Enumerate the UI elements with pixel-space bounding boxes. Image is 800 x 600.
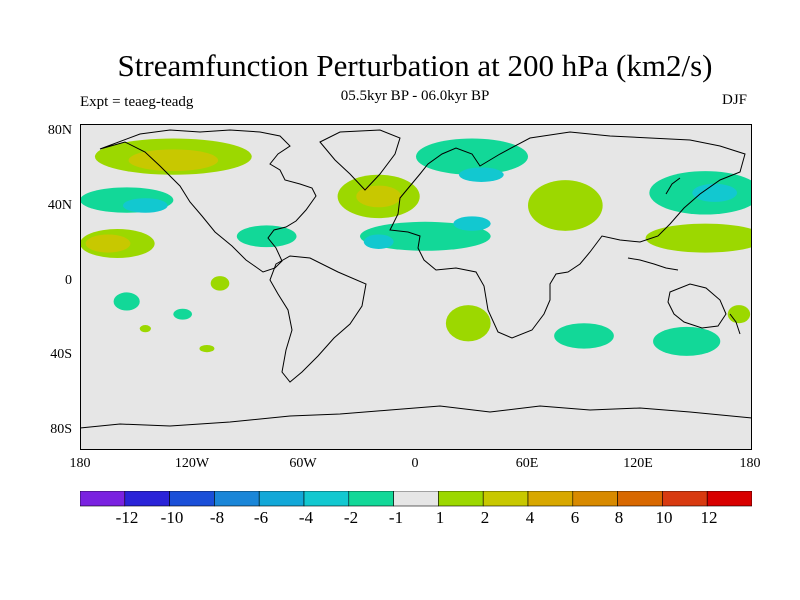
y-tick-label: 80N — [47, 123, 72, 138]
colorbar-cells — [80, 491, 752, 507]
anomaly-caribbean-negative — [236, 225, 297, 248]
coastlines — [80, 129, 752, 429]
plot-title: Streamfunction Perturbation at 200 hPa (… — [117, 48, 713, 83]
colorbar-cell — [662, 491, 708, 507]
colorbar-cell — [348, 491, 394, 507]
anomaly-west-pacific-positive — [645, 223, 752, 253]
colorbar-label: -2 — [343, 508, 359, 527]
anomaly-south-africa-positive — [445, 305, 491, 342]
south-america-coast — [269, 255, 367, 383]
colorbar-label: 10 — [655, 508, 673, 527]
colorbar-label: 2 — [480, 508, 490, 527]
y-tick-label: 40S — [50, 347, 72, 362]
colorbar-label: -12 — [115, 508, 139, 527]
anomaly-east-pacific-small-positive — [210, 276, 230, 291]
anomaly-north-pacific-negative-core — [122, 198, 168, 213]
anomaly-south-pacific-negative — [113, 292, 140, 311]
colorbar-label: 12 — [700, 508, 718, 527]
colorbar-cell — [438, 491, 484, 507]
colorbar-cell — [258, 491, 305, 507]
colorbar-label: -1 — [388, 508, 404, 527]
map-frame — [80, 124, 752, 450]
colorbar-label: -10 — [160, 508, 184, 527]
colorbar-label: -8 — [209, 508, 225, 527]
australia-coast — [667, 283, 727, 329]
colorbar-cell — [303, 491, 350, 507]
north-america-coast — [99, 129, 317, 273]
anomaly-arctic-europe-negative — [416, 138, 528, 175]
eurasia-africa-coast — [389, 131, 746, 339]
season-label: DJF — [722, 92, 748, 108]
colorbar-label: 6 — [570, 508, 580, 527]
colorbar-cell — [527, 491, 574, 507]
x-tick-label: 0 — [411, 456, 419, 471]
anomaly-tasman-positive — [727, 305, 751, 324]
japan-coast — [665, 177, 681, 195]
anomaly-north-atlantic-positive-core — [356, 185, 402, 208]
plot-subtitle: 05.5kyr BP - 06.0kyr BP — [340, 88, 490, 104]
colorbar-label: 8 — [614, 508, 624, 527]
colorbar-cell — [572, 491, 618, 507]
colorbar-cell — [80, 491, 126, 507]
new-zealand-coast — [729, 313, 741, 335]
y-tick-label: 0 — [65, 273, 72, 288]
colorbar — [80, 491, 752, 507]
x-tick-label: 180 — [69, 456, 91, 471]
anomaly-atlantic-negative-core — [363, 234, 394, 249]
colorbar-cell — [706, 491, 752, 507]
y-tick-label: 40N — [47, 198, 72, 213]
x-tick-label: 60E — [515, 456, 539, 471]
anomaly-east-pacific-positive-core — [85, 234, 131, 253]
anomaly-australia-negative — [653, 326, 721, 356]
colorbar-cell — [393, 491, 439, 507]
antarctica-coast — [80, 405, 752, 429]
anomaly-central-asia-positive — [528, 180, 603, 231]
anomaly-indian-ocean-negative — [554, 323, 614, 349]
anomaly-south-pacific-small-positive — [139, 325, 151, 333]
colorbar-cell — [169, 491, 215, 507]
anomaly-arctic-canada-core — [128, 149, 219, 172]
colorbar-cell — [124, 491, 170, 507]
x-tick-label: 120W — [174, 456, 210, 471]
x-tick-label: 180 — [739, 456, 761, 471]
x-tick-label: 120E — [623, 456, 653, 471]
x-tick-label: 60W — [289, 456, 317, 471]
colorbar-label: 4 — [525, 508, 535, 527]
world-map — [80, 124, 752, 450]
experiment-label: Expt = teaeg-teadg — [80, 94, 194, 110]
anomaly-south-pacific-small-negative — [173, 308, 192, 320]
colorbar-label: 1 — [435, 508, 445, 527]
colorbar-cell — [617, 491, 663, 507]
greenland-coast — [319, 129, 401, 191]
indonesia-coast — [627, 257, 679, 271]
anomaly-southeast-pacific-small-positive — [199, 344, 215, 353]
colorbar-label: -4 — [298, 508, 314, 527]
y-tick-label: 80S — [50, 422, 72, 437]
colorbar-label: -6 — [253, 508, 269, 527]
anomaly-mideast-negative-core — [453, 216, 491, 231]
anomaly-scandinavia-negative-core — [458, 167, 504, 182]
colorbar-cell — [214, 491, 260, 507]
colorbar-cell — [482, 491, 529, 507]
anomaly-northeast-asia-negative-core — [692, 183, 738, 202]
